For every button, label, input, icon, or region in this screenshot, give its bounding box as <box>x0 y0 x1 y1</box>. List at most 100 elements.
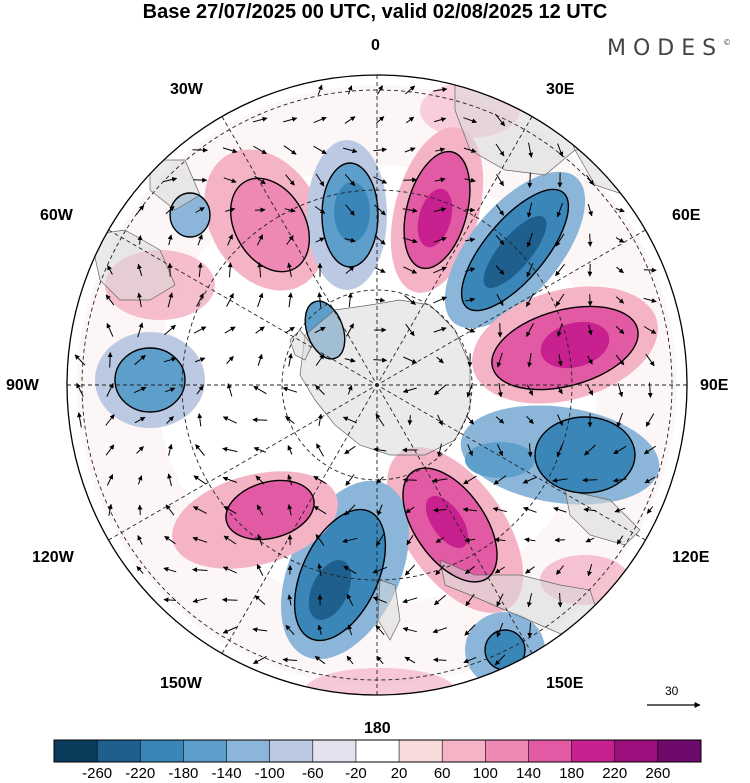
colorbar-swatch <box>355 740 400 762</box>
wind-vector <box>373 147 387 153</box>
wind-vector <box>285 174 295 186</box>
wind-vector <box>197 262 203 278</box>
wind-vector <box>222 476 238 483</box>
wind-vector <box>344 237 356 243</box>
wind-vector <box>587 294 593 307</box>
wind-vector <box>77 412 82 428</box>
wind-vector <box>555 263 565 277</box>
wind-vector <box>404 656 416 664</box>
wind-vector <box>344 173 356 187</box>
wind-vector <box>433 207 447 213</box>
wind-vector <box>526 293 534 308</box>
wind-vector <box>164 324 176 336</box>
wind-vector <box>407 415 413 426</box>
wind-vector <box>344 357 356 363</box>
wind-vector <box>373 176 388 184</box>
wind-vector <box>404 564 416 576</box>
wind-vector <box>496 294 504 307</box>
lon-label-30e: 30E <box>546 81 575 98</box>
colorbar-swatch <box>485 740 529 762</box>
wind-vector <box>314 655 326 665</box>
contour-lines <box>114 150 639 671</box>
wind-vector <box>282 657 298 663</box>
wind-vector <box>315 533 325 546</box>
wind-vector <box>433 507 447 513</box>
wind-vector <box>164 535 176 545</box>
wind-vector <box>313 475 327 485</box>
wind-vector <box>286 235 294 245</box>
wind-vector <box>166 416 174 424</box>
wind-vector <box>526 416 534 424</box>
wind-vector <box>285 326 295 334</box>
wind-vector <box>314 206 326 214</box>
wind-vector <box>492 506 507 513</box>
wind-vector <box>137 504 143 515</box>
wind-vector <box>552 477 568 483</box>
wind-vector <box>344 504 356 516</box>
wind-vector <box>465 267 476 273</box>
wind-vector <box>376 476 384 484</box>
wind-vector <box>465 593 475 607</box>
wind-vector <box>526 263 534 278</box>
wind-vector <box>465 297 476 303</box>
wind-vector <box>105 444 115 456</box>
wind-vector <box>195 444 205 456</box>
wind-vector <box>282 386 298 393</box>
wind-vector <box>463 475 477 485</box>
wind-vector <box>317 563 323 577</box>
colorbar-swatch <box>399 740 443 762</box>
wind-vector <box>556 443 564 458</box>
colorbar-tick-label: 180 <box>559 765 585 782</box>
wind-vector <box>612 477 627 483</box>
wind-vector <box>165 205 175 215</box>
wind-vector <box>163 357 177 363</box>
wind-vector <box>374 267 386 273</box>
wind-vector <box>646 506 654 514</box>
wind-vector <box>587 563 593 577</box>
wind-vector <box>284 207 296 213</box>
wind-vector <box>257 292 264 307</box>
wind-vector <box>616 412 623 428</box>
wind-vector <box>195 207 205 213</box>
wind-vector <box>615 296 625 304</box>
wind-vector <box>527 352 533 368</box>
wind-vector <box>465 327 476 333</box>
wind-vector <box>74 354 86 366</box>
wind-vector <box>192 506 207 514</box>
wind-vector <box>133 386 147 394</box>
wind-vector <box>377 504 383 516</box>
wind-vector <box>285 624 295 636</box>
wind-vector <box>345 204 355 216</box>
lon-label-120w: 120W <box>32 549 74 566</box>
wind-vector <box>616 266 624 274</box>
wind-vector <box>402 626 417 633</box>
wind-vector <box>494 654 506 666</box>
wind-vector <box>526 232 533 248</box>
wind-vector <box>373 447 387 453</box>
wind-vector <box>435 147 446 153</box>
wind-vector <box>437 414 443 426</box>
wind-vector <box>376 655 384 665</box>
wind-vector <box>557 354 563 367</box>
wind-vector <box>615 207 625 213</box>
wind-vector <box>524 537 536 543</box>
reference-vector-label: 30 <box>665 684 679 698</box>
wind-vector <box>434 594 446 606</box>
wind-vector <box>643 326 657 334</box>
lon-label-150w: 150W <box>160 675 202 692</box>
wind-vector <box>467 444 473 457</box>
colorbar-swatch <box>614 740 659 762</box>
wind-vector <box>496 622 504 638</box>
wind-vector <box>252 417 268 423</box>
wind-vector <box>373 357 388 363</box>
wind-vector <box>375 413 385 427</box>
colorbar <box>53 739 702 763</box>
wind-vector <box>227 262 233 278</box>
wind-vector <box>463 147 477 153</box>
wind-vector <box>316 443 324 457</box>
wind-vector <box>287 504 293 516</box>
wind-vector <box>167 234 173 246</box>
wind-vector <box>495 143 505 157</box>
wind-vector <box>347 292 353 308</box>
wind-vector <box>315 353 325 366</box>
